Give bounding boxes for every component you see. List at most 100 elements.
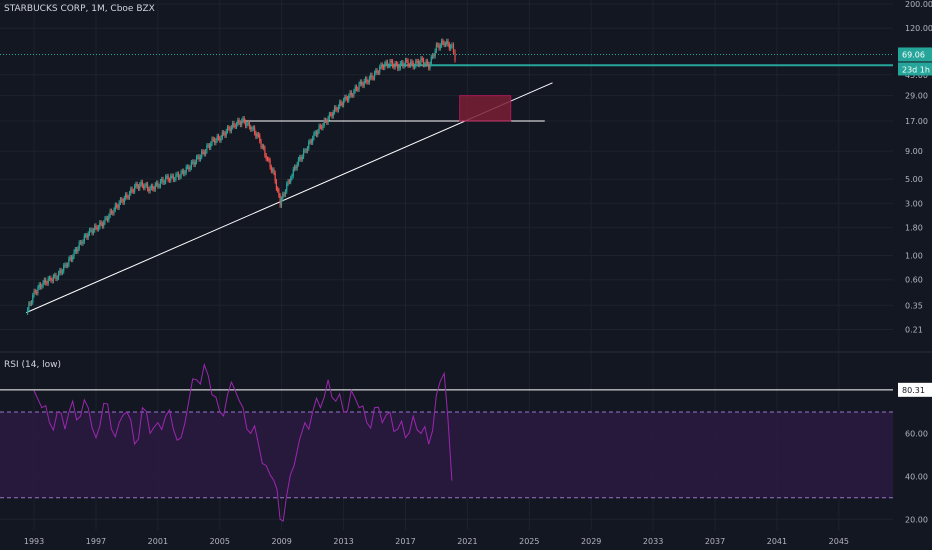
candle-body[interactable] [115, 204, 118, 207]
candle-body[interactable] [291, 175, 293, 178]
candle-body[interactable] [260, 141, 262, 147]
candle-body[interactable] [379, 66, 381, 73]
candle-body[interactable] [184, 172, 186, 174]
candle-body[interactable] [152, 185, 154, 189]
candle-body[interactable] [54, 275, 56, 277]
candle-body[interactable] [91, 229, 93, 233]
candle-body[interactable] [275, 181, 278, 189]
candle-body[interactable] [354, 86, 356, 92]
candle-body[interactable] [437, 44, 439, 46]
candle-body[interactable] [106, 218, 109, 221]
candle-body[interactable] [451, 44, 453, 47]
candle-body[interactable] [166, 176, 168, 177]
candle-body[interactable] [381, 64, 383, 68]
candle-body[interactable] [261, 146, 263, 147]
candle-body[interactable] [118, 202, 120, 208]
candle-body[interactable] [174, 179, 176, 181]
candle-body[interactable] [250, 127, 252, 130]
candle-body[interactable] [434, 50, 436, 57]
candle-body[interactable] [331, 114, 333, 117]
candle-body[interactable] [48, 277, 51, 279]
candle-body[interactable] [66, 264, 69, 266]
candle-body[interactable] [367, 82, 369, 83]
candle-body[interactable] [424, 64, 426, 66]
candle-body[interactable] [46, 283, 48, 284]
candle-body[interactable] [59, 270, 61, 274]
candle-body[interactable] [251, 128, 253, 130]
candle-body[interactable] [135, 183, 137, 187]
candle-body[interactable] [290, 177, 292, 182]
candle-body[interactable] [333, 107, 336, 113]
candle-body[interactable] [302, 150, 305, 157]
candle-body[interactable] [257, 134, 260, 136]
candle-body[interactable] [221, 132, 223, 138]
candle-body[interactable] [220, 137, 222, 141]
candle-body[interactable] [399, 63, 401, 69]
candle-body[interactable] [97, 227, 100, 230]
candle-body[interactable] [363, 81, 365, 86]
candle-body[interactable] [361, 81, 363, 84]
candle-body[interactable] [72, 256, 74, 260]
candle-body[interactable] [155, 182, 158, 185]
candle-body[interactable] [398, 68, 400, 69]
candle-body[interactable] [444, 43, 447, 45]
candle-body[interactable] [215, 140, 217, 143]
candle-body[interactable] [299, 157, 301, 160]
candle-body[interactable] [69, 257, 71, 259]
candle-body[interactable] [282, 194, 284, 199]
candle-body[interactable] [86, 235, 88, 238]
candle-body[interactable] [36, 292, 38, 293]
candle-body[interactable] [198, 156, 200, 160]
candle-body[interactable] [286, 183, 288, 192]
candle-body[interactable] [141, 182, 143, 186]
candle-body[interactable] [63, 265, 65, 272]
candle-body[interactable] [428, 63, 430, 69]
candle-body[interactable] [295, 166, 297, 169]
candle-body[interactable] [87, 233, 89, 238]
candle-body[interactable] [45, 279, 47, 284]
candle-body[interactable] [401, 62, 403, 64]
candle-body[interactable] [42, 282, 44, 286]
candle-body[interactable] [39, 284, 42, 288]
drawing-annotations[interactable] [0, 53, 893, 314]
candle-body[interactable] [77, 248, 79, 252]
candle-body[interactable] [29, 303, 31, 305]
candle-body[interactable] [373, 72, 376, 79]
candle-body[interactable] [125, 194, 127, 199]
candle-body[interactable] [385, 62, 387, 64]
candle-body[interactable] [143, 185, 145, 188]
candle-body[interactable] [226, 127, 229, 132]
candle-body[interactable] [244, 121, 247, 126]
candle-body[interactable] [28, 303, 30, 310]
candle-body[interactable] [310, 140, 312, 143]
candle-body[interactable] [346, 98, 349, 101]
candle-body[interactable] [212, 138, 214, 140]
candle-body[interactable] [68, 258, 70, 265]
candle-body[interactable] [426, 61, 429, 64]
candle-body[interactable] [207, 145, 209, 147]
candle-body[interactable] [317, 131, 319, 135]
candle-body[interactable] [406, 60, 408, 61]
candle-body[interactable] [208, 145, 211, 148]
candle-body[interactable] [321, 126, 323, 128]
candle-body[interactable] [154, 184, 156, 190]
candle-body[interactable] [284, 191, 287, 195]
candle-body[interactable] [164, 176, 167, 182]
candle-body[interactable] [292, 169, 294, 176]
candle-body[interactable] [382, 67, 385, 69]
candle-body[interactable] [368, 77, 370, 83]
candle-body[interactable] [201, 151, 203, 157]
candle-body[interactable] [344, 96, 346, 101]
candle-body[interactable] [269, 160, 271, 168]
candle-body[interactable] [94, 225, 96, 231]
candle-body[interactable] [435, 44, 438, 51]
candle-body[interactable] [113, 209, 115, 214]
candle-body[interactable] [197, 156, 199, 158]
candle-body[interactable] [78, 242, 80, 249]
candle-body[interactable] [279, 195, 281, 206]
candle-body[interactable] [30, 302, 33, 304]
candle-body[interactable] [203, 151, 205, 155]
candle-body[interactable] [265, 155, 267, 159]
candle-body[interactable] [224, 133, 226, 136]
candle-body[interactable] [146, 184, 149, 190]
